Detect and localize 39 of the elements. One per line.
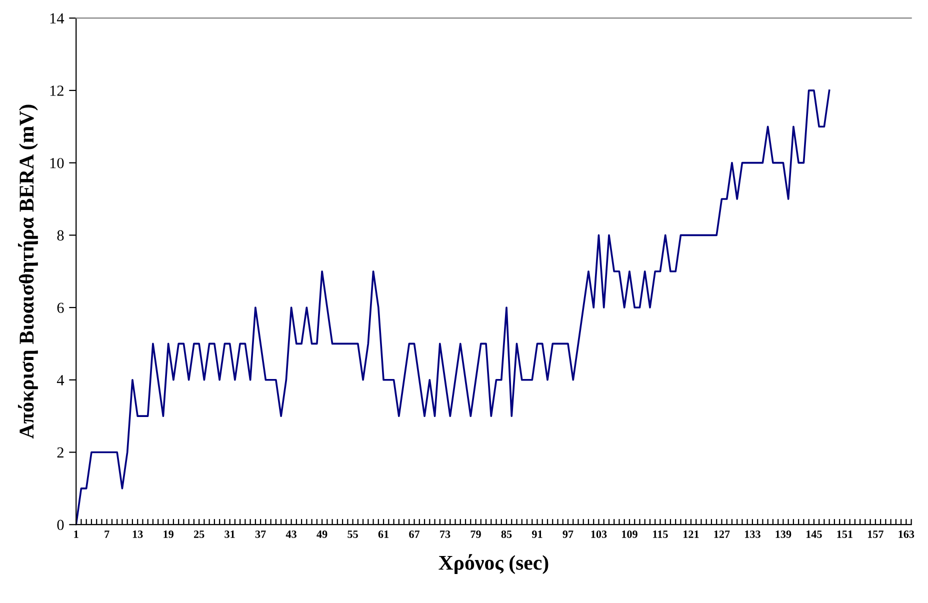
x-tick-label: 115 [653, 530, 668, 538]
y-axis-title: Απόκριση Βιοαισθητήρα BERA (mV) [18, 104, 38, 439]
x-tick-label: 79 [470, 530, 481, 538]
x-tick-label: 145 [806, 530, 822, 538]
y-tick-label: 8 [57, 230, 64, 241]
y-tick-label: 4 [56, 375, 64, 386]
x-tick-label: 133 [745, 530, 760, 538]
x-tick-label: 97 [562, 530, 574, 538]
y-tick-label: 10 [50, 158, 64, 168]
x-tick-label: 157 [868, 530, 884, 538]
x-tick-label: 67 [409, 530, 420, 538]
y-tick-label: 6 [57, 302, 64, 313]
x-tick-label: 121 [684, 530, 699, 538]
x-tick-label: 43 [286, 530, 296, 538]
y-tick-label: 12 [50, 86, 64, 96]
y-tick-label: 2 [57, 447, 64, 458]
y-tick-label: 14 [50, 13, 64, 24]
x-tick-label: 151 [837, 530, 852, 538]
x-tick-label: 91 [532, 530, 542, 538]
x-tick-label: 163 [898, 530, 914, 538]
x-tick-label: 103 [591, 530, 607, 538]
x-tick-label: 49 [316, 530, 328, 538]
x-axis-title: Χρόνος (sec) [438, 554, 548, 574]
x-tick-label: 61 [378, 530, 389, 538]
x-tick-label: 7 [104, 530, 110, 538]
x-tick-label: 1 [74, 530, 78, 538]
x-tick-label: 139 [776, 530, 792, 538]
x-tick-label: 25 [194, 530, 204, 538]
x-tick-label: 55 [348, 530, 358, 538]
x-tick-label: 37 [255, 530, 266, 538]
x-tick-label: 127 [714, 530, 730, 538]
x-tick-label: 31 [224, 530, 235, 538]
x-tick-label: 109 [622, 530, 638, 538]
x-tick-label: 19 [164, 530, 174, 538]
line-series [76, 90, 830, 525]
x-tick-label: 85 [501, 530, 512, 538]
x-tick-label: 73 [440, 530, 450, 538]
y-tick-label: 0 [57, 520, 64, 530]
x-tick-label: 13 [132, 530, 143, 538]
